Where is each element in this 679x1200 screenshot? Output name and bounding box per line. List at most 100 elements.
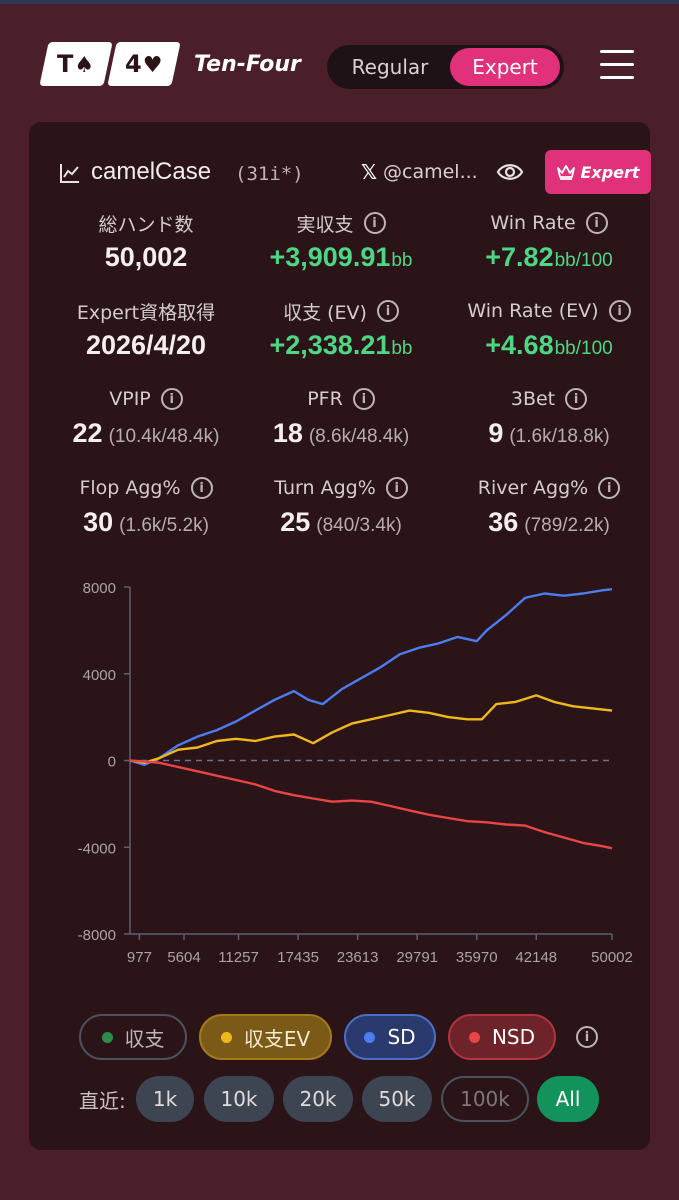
range-100k-button[interactable]: 100k (441, 1076, 529, 1122)
y-tick-label: -4000 (78, 840, 116, 857)
stat-unit: bb (391, 338, 413, 359)
chart-legend: 収支 収支EV SD NSD i (79, 1014, 619, 1060)
stat-4: 収支 (EV) i +2,338.21 bb (241, 298, 441, 364)
profit-chart: 8000 4000 0 -4000 -8000 977 5604 11257 17435 2361… (78, 580, 633, 966)
range-20k-button[interactable]: 20k (283, 1076, 353, 1122)
info-icon[interactable]: i (608, 300, 631, 322)
stat-ratio: (1.6k/18.8k) (509, 426, 610, 447)
stat-1: 実収支 i +3,909.91 bb (241, 210, 441, 276)
stat-value: 2026/4/20 (85, 330, 207, 360)
x-logo-icon: 𝕏 (361, 160, 378, 184)
legend-ev-toggle[interactable]: 収支EV (199, 1014, 332, 1060)
range-all-button[interactable]: All (537, 1076, 599, 1122)
stat-value: 22 (10.4k/48.4k) (72, 418, 220, 448)
series-line-2 (129, 759, 613, 850)
stat-9: Flop Agg% i 30 (1.6k/5.2k) (46, 475, 246, 541)
top-edge (0, 0, 679, 4)
x-tick-label: 5604 (167, 949, 200, 966)
stat-0: 総ハンド数 50,002 (46, 210, 246, 276)
x-tick-label: 11257 (218, 949, 259, 966)
stat-ratio: (1.6k/5.2k) (119, 515, 209, 536)
stat-value: +2,338.21 bb (269, 330, 413, 360)
series-line-0 (129, 588, 613, 767)
stat-label: River Agg% i (449, 475, 649, 501)
info-icon[interactable]: i (565, 388, 588, 410)
stat-2: Win Rate i +7.82 bb/100 (449, 210, 649, 276)
range-50k-button[interactable]: 50k (362, 1076, 432, 1122)
logo[interactable]: T♠ 4♥ Ten-Four (39, 42, 301, 86)
logo-card-ten: T♠ (39, 42, 113, 86)
logo-card-four: 4♥ (107, 42, 181, 86)
y-tick-label: 0 (108, 754, 116, 771)
stat-value: 30 (1.6k/5.2k) (83, 507, 209, 537)
x-tick-label: 42148 (515, 949, 557, 966)
stat-value: +4.68 bb/100 (485, 330, 613, 360)
recent-label: 直近: (79, 1089, 126, 1113)
stat-label: 実収支 i (241, 210, 441, 236)
mode-toggle: Regular Expert (327, 45, 564, 89)
x-tick-label: 29791 (396, 949, 438, 966)
profile-row: camelCase (31i*) 𝕏 @camel... Expert (59, 150, 651, 198)
legend-profit-dot (101, 1031, 113, 1043)
recent-range-selector: 直近: 1k 10k 20k 50k 100k All (79, 1076, 619, 1122)
legend-nsd-toggle[interactable]: NSD (448, 1014, 556, 1060)
x-tick-label: 35970 (456, 949, 498, 966)
brand-name: Ten-Four (194, 51, 301, 77)
expert-badge: Expert (545, 150, 651, 194)
stat-3: Expert資格取得 2026/4/20 (46, 298, 246, 364)
stat-unit: bb/100 (554, 338, 613, 359)
stat-label: 総ハンド数 (98, 213, 194, 236)
stat-6: VPIP i 22 (10.4k/48.4k) (46, 386, 246, 452)
legend-info-icon[interactable]: i (576, 1026, 598, 1048)
stat-value: +3,909.91 bb (269, 242, 413, 272)
stat-value: 36 (789/2.2k) (488, 507, 610, 537)
info-icon[interactable]: i (190, 477, 213, 499)
range-1k-button[interactable]: 1k (136, 1076, 194, 1122)
eye-icon[interactable] (496, 160, 524, 184)
stat-5: Win Rate (EV) i +4.68 bb/100 (449, 298, 649, 364)
mode-expert-button[interactable]: Expert (450, 48, 560, 86)
mode-regular-button[interactable]: Regular (351, 55, 429, 79)
stat-value: 9 (1.6k/18.8k) (488, 418, 610, 448)
info-icon[interactable]: i (385, 477, 408, 499)
stat-label: VPIP i (46, 386, 246, 412)
stat-11: River Agg% i 36 (789/2.2k) (449, 475, 649, 541)
range-10k-button[interactable]: 10k (204, 1076, 274, 1122)
stats-panel: camelCase (31i*) 𝕏 @camel... Expert 総ハンド… (29, 122, 651, 1150)
legend-nsd-dot (468, 1031, 480, 1043)
info-icon[interactable]: i (352, 388, 375, 410)
y-tick-label: 4000 (83, 667, 116, 684)
stat-ratio: (8.6k/48.4k) (308, 426, 410, 447)
stat-label: PFR i (241, 386, 441, 412)
x-tick-label: 23613 (337, 949, 379, 966)
y-tick-label: 8000 (83, 580, 116, 597)
info-icon[interactable]: i (585, 212, 608, 234)
y-tick-label: -8000 (78, 927, 116, 944)
stat-8: 3Bet i 9 (1.6k/18.8k) (449, 386, 649, 452)
stat-unit: bb (391, 250, 413, 271)
stat-label: 収支 (EV) i (241, 298, 441, 324)
series-line-1 (129, 694, 613, 764)
info-icon[interactable]: i (363, 212, 386, 234)
stat-ratio: (840/3.4k) (316, 515, 402, 536)
stat-label: Expert資格取得 (76, 301, 216, 324)
legend-sd-toggle[interactable]: SD (344, 1014, 436, 1060)
info-icon[interactable]: i (376, 300, 399, 322)
info-icon[interactable]: i (598, 477, 621, 499)
stat-label: Win Rate (EV) i (449, 298, 649, 324)
info-icon[interactable]: i (160, 388, 183, 410)
legend-ev-dot (220, 1031, 232, 1043)
stat-label: 3Bet i (449, 386, 649, 412)
legend-profit-toggle[interactable]: 収支 (79, 1014, 187, 1060)
x-handle-link[interactable]: @camel... (383, 161, 478, 183)
crown-icon (557, 165, 576, 180)
username: camelCase (91, 158, 212, 185)
hamburger-menu-icon[interactable] (600, 50, 634, 80)
x-tick-label: 50002 (591, 949, 633, 966)
x-tick-label: 977 (127, 949, 152, 966)
x-tick-label: 17435 (277, 949, 319, 966)
stat-label: Flop Agg% i (46, 475, 246, 501)
line-chart-icon (60, 164, 79, 183)
app-header: T♠ 4♥ Ten-Four Regular Expert (0, 4, 679, 120)
stat-value: +7.82 bb/100 (485, 242, 613, 272)
